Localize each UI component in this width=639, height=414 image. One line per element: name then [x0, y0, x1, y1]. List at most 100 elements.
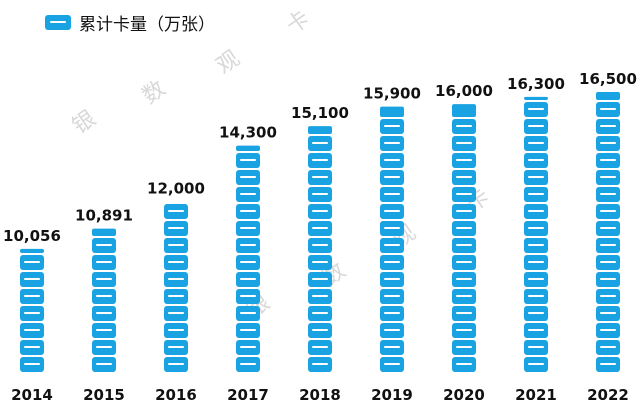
card-stripe — [600, 125, 616, 127]
bar-2014 — [20, 248, 44, 372]
card-stripe — [528, 346, 544, 348]
card-stripe — [24, 261, 40, 263]
bar-2019 — [380, 106, 404, 372]
value-label: 10,056 — [3, 227, 61, 245]
card-stripe — [168, 312, 184, 314]
value-label: 15,900 — [363, 85, 421, 103]
card-stripe — [312, 346, 328, 348]
card-stripe — [600, 261, 616, 263]
card-stripe — [384, 363, 400, 365]
value-label: 12,000 — [147, 180, 205, 198]
card-stripe — [168, 261, 184, 263]
x-axis: 2014 2015 2016 2017 2018 2019 2020 2021 2022 — [11, 386, 629, 404]
card-stripe — [240, 312, 256, 314]
bar-2017 — [236, 145, 260, 372]
card-stripe — [312, 261, 328, 263]
card-stripe — [312, 363, 328, 365]
x-tick-label: 2021 — [515, 386, 557, 404]
card-stripe — [384, 193, 400, 195]
value-label: 14,300 — [219, 124, 277, 142]
x-tick-label: 2017 — [227, 386, 269, 404]
watermark-text: 银 — [68, 106, 100, 139]
card-stripe — [456, 363, 472, 365]
x-tick-label: 2019 — [371, 386, 413, 404]
card-stripe — [240, 346, 256, 348]
card-segment — [236, 145, 260, 151]
card-stripe — [240, 329, 256, 331]
card-stripe — [384, 227, 400, 229]
card-stripe — [312, 210, 328, 212]
card-stripe — [456, 278, 472, 280]
bar-2018 — [308, 126, 332, 372]
bar-2021 — [524, 96, 548, 372]
card-stripe — [528, 278, 544, 280]
card-stripe — [312, 227, 328, 229]
card-stripe — [456, 346, 472, 348]
card-stripe — [600, 278, 616, 280]
card-stripe — [24, 278, 40, 280]
card-stripe — [456, 295, 472, 297]
card-stripe — [600, 295, 616, 297]
watermark-text: 观 — [212, 46, 244, 79]
card-stripe — [600, 210, 616, 212]
card-stripe — [168, 346, 184, 348]
card-stripe — [240, 193, 256, 195]
card-stripe — [528, 210, 544, 212]
card-segment — [380, 106, 404, 117]
card-stripe — [312, 244, 328, 246]
card-stripe — [240, 363, 256, 365]
x-tick-label: 2016 — [155, 386, 197, 404]
card-stripe — [600, 312, 616, 314]
card-stripe — [384, 278, 400, 280]
card-stripe — [96, 312, 112, 314]
card-icon — [45, 14, 71, 30]
card-stripe — [384, 312, 400, 314]
x-tick-label: 2015 — [83, 386, 125, 404]
card-stripe — [24, 295, 40, 297]
card-stripe — [456, 125, 472, 127]
card-stripe — [600, 142, 616, 144]
card-stripe — [240, 244, 256, 246]
card-stripe — [240, 278, 256, 280]
card-stripe — [240, 159, 256, 161]
x-tick-label: 2014 — [11, 386, 53, 404]
card-stripe — [528, 312, 544, 314]
value-label: 16,300 — [507, 75, 565, 93]
card-stripe — [312, 176, 328, 178]
card-stripe — [384, 329, 400, 331]
card-stripe — [312, 295, 328, 297]
card-stripe — [384, 346, 400, 348]
bars-layer — [20, 92, 620, 372]
card-stripe — [240, 261, 256, 263]
card-stripe — [240, 210, 256, 212]
card-stripe — [312, 142, 328, 144]
card-segment — [92, 228, 116, 236]
card-stripe — [600, 244, 616, 246]
value-label: 15,100 — [291, 104, 349, 122]
watermark-text: 数 — [138, 76, 170, 109]
bar-2016 — [164, 204, 188, 372]
card-stripe — [384, 176, 400, 178]
bar-2020 — [452, 104, 476, 372]
card-stripe — [384, 210, 400, 212]
card-stripe — [528, 176, 544, 178]
card-stripe — [24, 329, 40, 331]
card-stripe — [600, 193, 616, 195]
card-stripe — [600, 227, 616, 229]
card-stripe — [240, 295, 256, 297]
card-stripe — [528, 125, 544, 127]
card-segment — [308, 126, 332, 134]
card-stripe — [168, 295, 184, 297]
card-stripe — [384, 295, 400, 297]
x-tick-label: 2020 — [443, 386, 485, 404]
value-labels: 10,056 10,891 12,000 14,300 15,100 15,900 16,0… — [3, 70, 637, 245]
card-stripe — [456, 210, 472, 212]
bar-2015 — [92, 228, 116, 372]
card-stripe — [312, 278, 328, 280]
card-stripe — [600, 363, 616, 365]
card-stripe — [528, 329, 544, 331]
card-stripe — [96, 261, 112, 263]
card-segment — [596, 92, 620, 100]
card-stripe — [528, 363, 544, 365]
